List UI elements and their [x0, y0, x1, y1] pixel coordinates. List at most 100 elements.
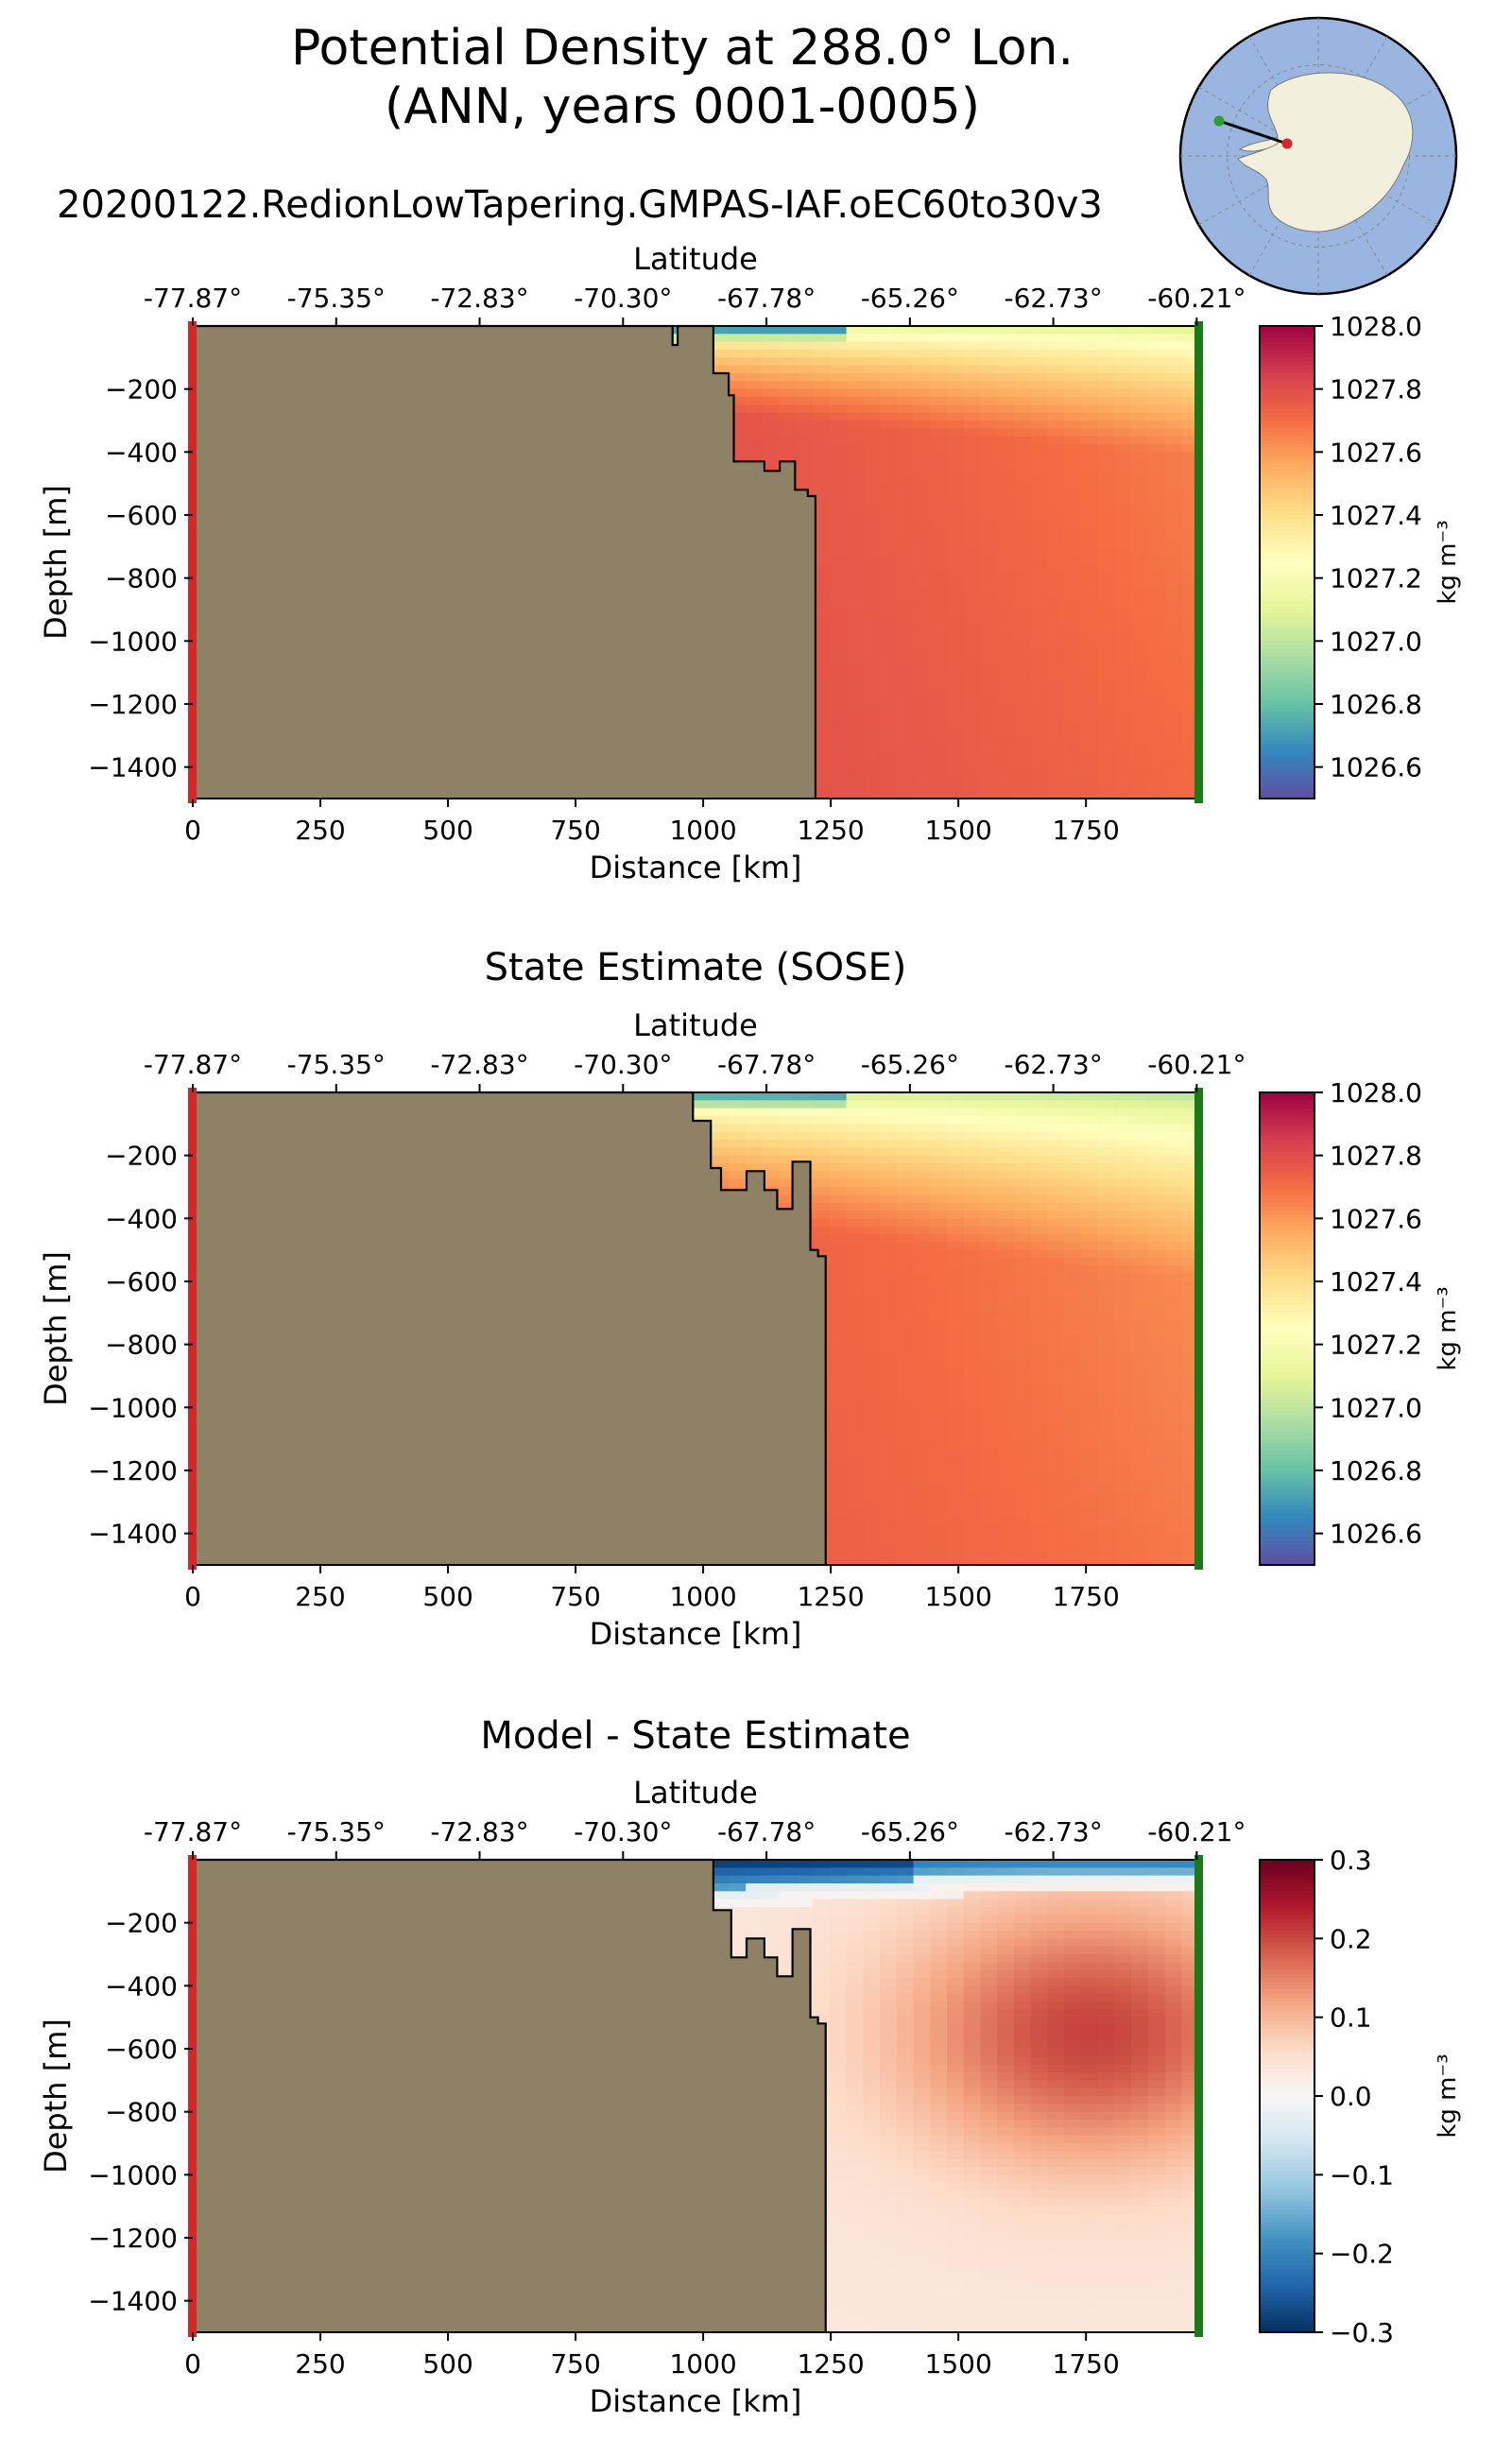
heatmap-cell [1147, 680, 1166, 689]
colorbar-segment [1260, 424, 1314, 430]
heatmap-cell [1181, 696, 1198, 705]
heatmap-cell [1047, 743, 1065, 752]
heatmap-cell [997, 334, 1015, 343]
colorbar-segment [1260, 577, 1314, 583]
heatmap-cell [1131, 326, 1149, 335]
heatmap-cell [846, 530, 864, 540]
heatmap-cell [947, 388, 965, 398]
heatmap-cell [930, 381, 948, 390]
heatmap-cell [997, 712, 1015, 721]
heatmap-cell [896, 593, 915, 603]
heatmap-cell [930, 712, 948, 721]
heatmap-cell [963, 562, 982, 571]
y-tick-label: −400 [105, 437, 178, 468]
heatmap-cell [896, 381, 915, 390]
heatmap-cell [1064, 404, 1082, 414]
heatmap-cell [1064, 641, 1082, 650]
heatmap-cell [1047, 436, 1065, 445]
heatmap-cell [1181, 515, 1198, 524]
heatmap-cell [779, 421, 797, 429]
heatmap-cell [963, 719, 982, 729]
heatmap-cell [880, 672, 898, 681]
heatmap-cell [1013, 790, 1032, 799]
colorbar-segment [1260, 570, 1314, 576]
heatmap-cell [947, 633, 965, 642]
heatmap-cell [1164, 341, 1182, 351]
heatmap-cell [863, 515, 881, 524]
heatmap-cell [813, 625, 831, 634]
heatmap-cell [1064, 688, 1082, 697]
heatmap-cell [913, 657, 931, 665]
heatmap-cell [1080, 515, 1099, 524]
heatmap-cell [1064, 696, 1082, 705]
heatmap-cell [1080, 499, 1099, 508]
heatmap-cell [863, 475, 881, 485]
heatmap-cell [947, 593, 965, 603]
heatmap-cell [880, 790, 898, 799]
heatmap-cell [997, 428, 1015, 438]
heatmap-cell [913, 436, 931, 445]
heatmap-cell [1064, 539, 1082, 547]
heatmap-cell [880, 468, 898, 476]
heatmap-cell [863, 625, 881, 634]
heatmap-cell [1047, 672, 1065, 681]
heatmap-cell [1013, 507, 1032, 516]
heatmap-cell [1181, 593, 1198, 603]
heatmap-cell [846, 459, 864, 469]
heatmap-cell [997, 491, 1015, 500]
heatmap-cell [1013, 381, 1032, 390]
heatmap-cell [846, 641, 864, 650]
heatmap-cell [779, 373, 797, 382]
heatmap-cell [729, 365, 747, 374]
heatmap-cell [1080, 664, 1099, 674]
colorbar-segment [1260, 526, 1314, 532]
heatmap-cell [1181, 641, 1198, 650]
heatmap-cell [880, 625, 898, 634]
heatmap-cell [1030, 334, 1048, 343]
heatmap-cell [1047, 617, 1065, 627]
heatmap-cell [980, 782, 998, 792]
heatmap-cell [1181, 381, 1198, 390]
heatmap-cell [880, 365, 898, 374]
heatmap-cell [1181, 554, 1198, 563]
heatmap-cell [1013, 610, 1032, 618]
heatmap-cell [1013, 388, 1032, 398]
heatmap-cell [1030, 601, 1048, 610]
heatmap-cell [980, 728, 998, 736]
heatmap-cell [762, 326, 781, 335]
heatmap-cell [1164, 577, 1182, 587]
heatmap-cell [1013, 539, 1032, 547]
heatmap-cell [1147, 735, 1166, 745]
heatmap-cell [1114, 617, 1132, 627]
heatmap-cell [846, 696, 864, 705]
heatmap-cell [896, 680, 915, 689]
heatmap-cell [813, 357, 831, 367]
heatmap-cell [1080, 412, 1099, 421]
heatmap-cell [913, 499, 931, 508]
heatmap-cell [1114, 381, 1132, 390]
heatmap-cell [1030, 648, 1048, 658]
x-tick-label: 500 [422, 815, 472, 846]
heatmap-cell [930, 562, 948, 571]
colorbar-segment [1260, 605, 1314, 610]
heatmap-cell [997, 546, 1015, 556]
heatmap-cell [1047, 444, 1065, 453]
heatmap-cell [1030, 728, 1048, 736]
heatmap-cell [1097, 586, 1115, 594]
heatmap-cell [1047, 397, 1065, 405]
heatmap-cell [947, 664, 965, 674]
heatmap-cell [880, 617, 898, 627]
heatmap-cell [980, 775, 998, 783]
heatmap-cell [947, 507, 965, 516]
heatmap-cell [896, 468, 915, 476]
heatmap-cell [1013, 341, 1032, 351]
heatmap-cell [913, 704, 931, 713]
heatmap-cell [1047, 680, 1065, 689]
heatmap-cell [1047, 468, 1065, 476]
colorbar-segment [1260, 581, 1314, 587]
heatmap-cell [829, 436, 848, 445]
heatmap-cell [1030, 577, 1048, 587]
heatmap-cell [930, 610, 948, 618]
heatmap-cell [1047, 641, 1065, 650]
heatmap-cell [963, 365, 982, 374]
